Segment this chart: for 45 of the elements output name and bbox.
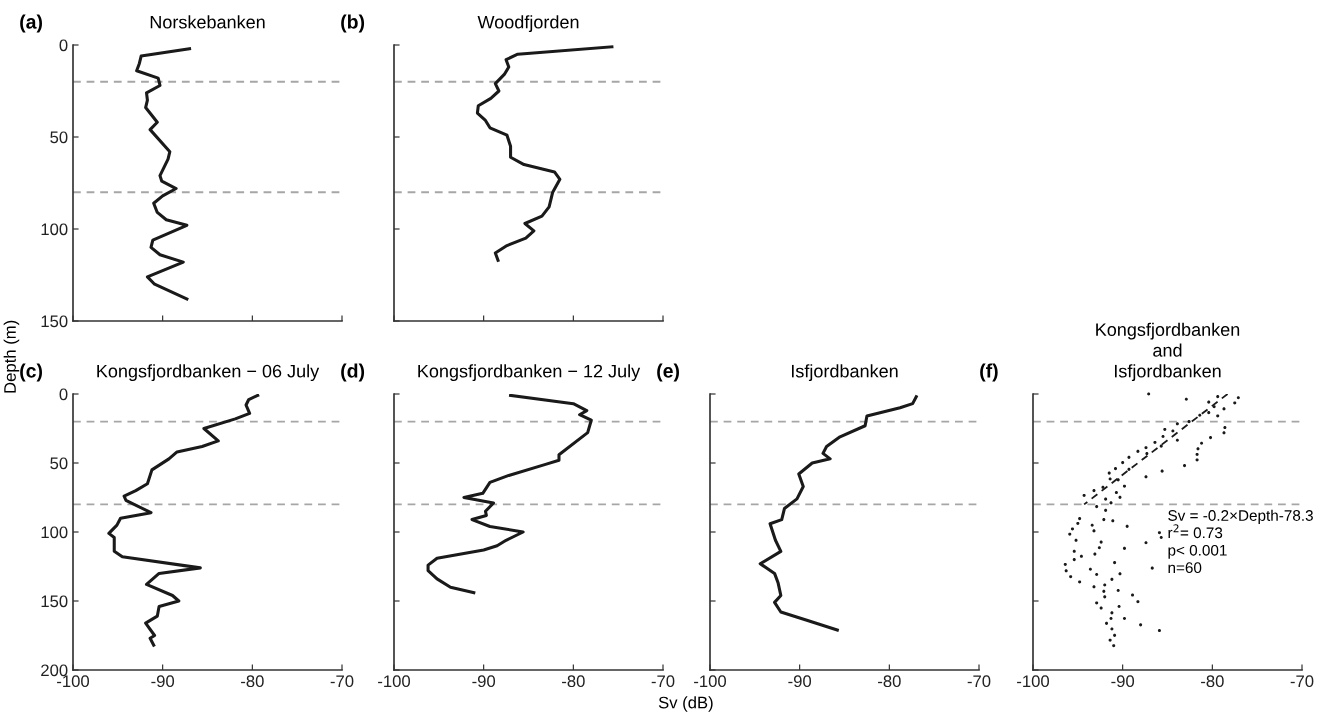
y-tick-label: 100	[41, 223, 68, 236]
x-tick-label: -100	[1017, 675, 1050, 688]
y-tick-label: 50	[50, 131, 68, 144]
y-tick-label: 200	[41, 664, 68, 677]
text: (a)	[20, 14, 42, 33]
x-tick-label: -100	[57, 675, 90, 688]
x-tick-label: -80	[241, 675, 264, 688]
chart-title: Kongsfjordbanken − 12 July	[418, 364, 641, 382]
x-tick-label: -90	[1111, 675, 1135, 688]
y-tick-label: 150	[41, 315, 68, 328]
chart-title: Woodfjorden	[477, 15, 579, 33]
y-axis-title: Depth (m)	[3, 320, 20, 393]
x-tick-label: -70	[967, 675, 991, 688]
annotation: r$^{2}$= 0.73	[1168, 524, 1223, 539]
y-tick-label: 150	[41, 595, 68, 608]
chart-title: Kongsfjordbanken − 06 July	[97, 364, 320, 382]
annotation: n=60	[1168, 562, 1202, 574]
chart-title: Isfjordbanken	[791, 364, 898, 382]
annotation: Sv = -0.2×Depth-78.3	[1168, 509, 1313, 524]
text: (f)	[980, 363, 998, 382]
x-tick-label: -90	[472, 675, 496, 688]
x-tick-label: -70	[330, 675, 354, 688]
y-tick-label: 0	[59, 388, 68, 401]
y-tick-label: 0	[59, 39, 68, 52]
y-tick-label: 100	[41, 526, 68, 539]
annotation: p< 0.001	[1168, 544, 1227, 559]
x-axis-title: Sv (dB)	[658, 696, 713, 712]
x-tick-label: -80	[878, 675, 901, 688]
x-tick-label: -70	[651, 675, 675, 688]
chart-title: Kongsfjordbanken and Isfjordbanken	[1096, 322, 1240, 382]
chart-title: Norskebanken	[150, 15, 265, 29]
x-tick-label: -80	[1201, 675, 1224, 688]
text: (b)	[341, 14, 365, 33]
text: (d)	[341, 363, 365, 382]
text: (c)	[20, 363, 42, 382]
text: (e)	[657, 363, 679, 382]
x-tick-label: -70	[1290, 675, 1314, 688]
x-tick-label: -90	[151, 675, 175, 688]
x-tick-label: -100	[378, 675, 411, 688]
x-tick-label: -80	[562, 675, 585, 688]
y-tick-label: 50	[50, 457, 68, 470]
x-tick-label: -90	[788, 675, 812, 688]
x-tick-label: -100	[694, 675, 727, 688]
line-series	[135, 47, 192, 301]
line-series	[107, 394, 260, 647]
